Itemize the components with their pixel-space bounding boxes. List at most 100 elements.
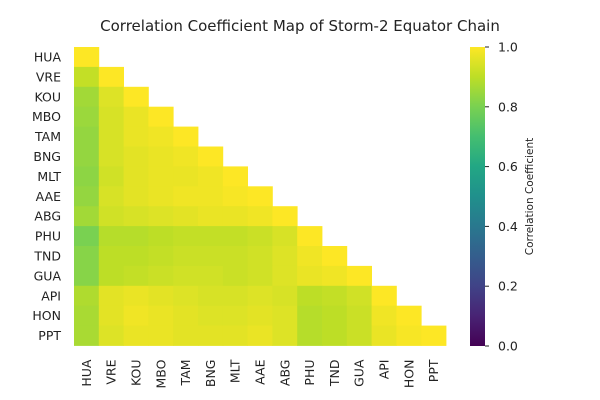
row-tick-MBO: MBO: [32, 109, 61, 124]
heatmap-cell-HON-ABG: [272, 305, 298, 326]
heatmap-cell-MLT-TAM: [173, 166, 199, 187]
heatmap-cell-PHU-KOU: [123, 226, 149, 247]
heatmap-cell-KOU-VRE: [98, 86, 124, 108]
heatmap-cell-HON-TAM: [173, 305, 199, 326]
heatmap-cell-TND-TAM: [173, 246, 199, 267]
colorbar-tick-label: 0.6: [498, 159, 518, 174]
heatmap-cell-API-TAM: [173, 285, 199, 307]
heatmap-cell-HON-GUA: [346, 305, 372, 326]
heatmap-cell-PPT-HON: [396, 325, 422, 346]
colorbar-tick-label: 0.2: [498, 279, 518, 294]
heatmap-cell-VRE-HUA: [74, 66, 100, 88]
heatmap-cell-PPT-TND: [322, 325, 348, 346]
row-tick-PPT: PPT: [38, 328, 61, 343]
heatmap-cell-TND-PHU: [297, 246, 323, 267]
column-tick-BNG: BNG: [203, 360, 218, 388]
colorbar: [470, 47, 485, 346]
heatmap-cell-MBO-HUA: [74, 106, 100, 127]
heatmap-cell-GUA-AAE: [247, 265, 273, 287]
heatmap-cell-GUA-BNG: [198, 265, 224, 287]
heatmap-cell-PPT-TAM: [173, 325, 199, 346]
row-tick-BNG: BNG: [33, 149, 61, 164]
heatmap-cell-HON-VRE: [98, 305, 124, 326]
heatmap-cell-HON-PHU: [297, 305, 323, 326]
column-tick-VRE: VRE: [104, 359, 119, 384]
heatmap-cell-BNG-VRE: [98, 146, 124, 167]
colorbar-tick-label: 0.8: [498, 99, 518, 114]
heatmap-cell-GUA-TAM: [173, 265, 199, 287]
row-tick-TAM: TAM: [34, 129, 61, 144]
heatmap-cell-BNG-KOU: [123, 146, 149, 167]
heatmap-cell-TND-KOU: [123, 246, 149, 267]
row-tick-GUA: GUA: [34, 268, 62, 283]
heatmap-cell-PHU-VRE: [98, 226, 124, 247]
column-tick-AAE: AAE: [253, 359, 268, 384]
row-tick-KOU: KOU: [34, 89, 61, 104]
heatmap-cell-VRE-VRE: [98, 66, 124, 88]
heatmap-cell-AAE-HUA: [74, 186, 100, 207]
colorbar-tick-label: 0.0: [498, 339, 518, 354]
heatmap-cell-API-BNG: [198, 285, 224, 307]
heatmap-cell-PHU-MLT: [222, 226, 248, 247]
column-tick-HUA: HUA: [79, 359, 94, 387]
colorbar-ticks: 0.0 0.2 0.4 0.6 0.8 1.0: [485, 40, 518, 354]
heatmap-cell-PHU-HUA: [74, 226, 100, 247]
heatmap-cell-API-HUA: [74, 285, 100, 307]
heatmap-cell-MBO-KOU: [123, 106, 149, 127]
heatmap-cell-HON-AAE: [247, 305, 273, 326]
heatmap-cell-GUA-MLT: [222, 265, 248, 287]
heatmap-cell-TND-MLT: [222, 246, 248, 267]
column-tick-PPT: PPT: [426, 359, 441, 382]
heatmap-cell-HON-KOU: [123, 305, 149, 326]
heatmap-cell-API-AAE: [247, 285, 273, 307]
heatmap-cell-HON-HON: [396, 305, 422, 326]
row-tick-VRE: VRE: [36, 69, 61, 84]
heatmap-cell-PPT-BNG: [198, 325, 224, 346]
heatmap-cell-GUA-ABG: [272, 265, 298, 287]
heatmap-cell-TND-TND: [322, 246, 348, 267]
heatmap-cell-MLT-MBO: [148, 166, 174, 187]
heatmap-cell-GUA-PHU: [297, 265, 323, 287]
heatmap-cell-HUA-HUA: [74, 47, 100, 68]
heatmap-cell-PHU-BNG: [198, 226, 224, 247]
heatmap-cell-PPT-ABG: [272, 325, 298, 346]
heatmap-cell-ABG-HUA: [74, 206, 100, 227]
heatmap-cell-GUA-HUA: [74, 265, 100, 287]
heatmap-cell-MLT-MLT: [222, 166, 248, 187]
heatmap-cell-ABG-MLT: [222, 206, 248, 227]
heatmap-cell-API-API: [371, 285, 397, 307]
heatmap-cell-AAE-BNG: [198, 186, 224, 207]
heatmap-cell-PPT-KOU: [123, 325, 149, 346]
column-tick-HON: HON: [401, 360, 416, 389]
column-tick-KOU: KOU: [129, 360, 144, 387]
heatmap-cell-API-TND: [322, 285, 348, 307]
heatmap-cell-MBO-VRE: [98, 106, 124, 127]
heatmap-cell-PHU-ABG: [272, 226, 298, 247]
heatmap-cell-HON-HUA: [74, 305, 100, 326]
heatmap-cell-KOU-HUA: [74, 86, 100, 108]
heatmap-cell-ABG-ABG: [272, 206, 298, 227]
row-tick-AAE: AAE: [36, 189, 61, 204]
heatmap-cell-TAM-HUA: [74, 126, 100, 147]
heatmap-cell-MLT-KOU: [123, 166, 149, 187]
heatmap-cell-ABG-BNG: [198, 206, 224, 227]
heatmap-cell-PPT-PHU: [297, 325, 323, 346]
row-tick-TND: TND: [33, 248, 61, 263]
heatmap-cell-GUA-VRE: [98, 265, 124, 287]
heatmap-cell-TND-VRE: [98, 246, 124, 267]
heatmap-cell-AAE-MLT: [222, 186, 248, 207]
column-tick-TND: TND: [327, 360, 342, 388]
colorbar-label: Correlation Coefficient: [524, 138, 536, 256]
heatmap-cell-ABG-AAE: [247, 206, 273, 227]
heatmap-cell-PPT-API: [371, 325, 397, 346]
heatmap-cell-TND-ABG: [272, 246, 298, 267]
heatmap-cell-AAE-MBO: [148, 186, 174, 207]
heatmap-cell-PPT-PPT: [421, 325, 447, 346]
row-tick-PHU: PHU: [35, 229, 61, 244]
column-tick-ABG: ABG: [277, 360, 292, 387]
column-tick-PHU: PHU: [302, 360, 317, 386]
heatmap-cell-ABG-MBO: [148, 206, 174, 227]
heatmap-cell-TAM-KOU: [123, 126, 149, 147]
heatmap-cell-PPT-HUA: [74, 325, 100, 346]
heatmap-cell-PPT-MBO: [148, 325, 174, 346]
